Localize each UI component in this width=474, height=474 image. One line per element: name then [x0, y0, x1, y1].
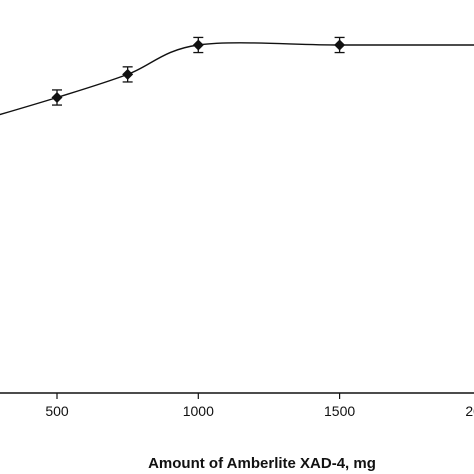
- data-point: [192, 39, 204, 51]
- data-point: [122, 68, 134, 80]
- x-tick-label: 1000: [183, 403, 214, 419]
- data-point: [51, 92, 63, 103]
- x-tick-label: 500: [45, 403, 69, 419]
- x-axis-title: Amount of Amberlite XAD-4, mg: [148, 455, 376, 472]
- x-tick-label: 1500: [324, 403, 355, 419]
- x-tick-label: 2000: [465, 403, 474, 419]
- data-point: [334, 39, 346, 51]
- axes: 500 1000 1500 2000: [0, 392, 474, 419]
- series-line: [0, 42, 474, 116]
- labels-layer: Amount of Amberlite XAD-4, mg: [148, 455, 376, 472]
- series-layer: [0, 36, 474, 116]
